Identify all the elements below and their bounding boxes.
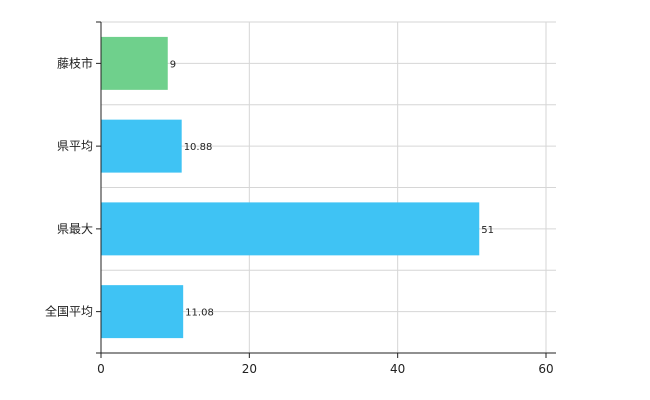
bars: [101, 36, 480, 339]
category-label: 全国平均: [45, 304, 93, 319]
axes: [100, 22, 556, 354]
data-labels: 9 10.88 51 11.08: [170, 59, 494, 318]
x-ticks: 0 20 40 60: [97, 353, 554, 376]
data-label: 11.08: [185, 308, 214, 319]
bar: [101, 36, 168, 90]
bar: [101, 285, 184, 339]
category-label: 藤枝市: [57, 55, 93, 70]
category-label: 県最大: [57, 222, 93, 236]
data-label: 51: [481, 225, 494, 236]
bar: [101, 202, 480, 256]
x-tick-label: 0: [97, 362, 105, 376]
category-label: 県平均: [57, 139, 93, 153]
x-tick-label: 40: [390, 362, 405, 376]
data-label: 9: [170, 59, 176, 70]
x-tick-label: 60: [538, 362, 553, 376]
bar: [101, 119, 182, 173]
data-label: 10.88: [184, 142, 213, 153]
x-tick-label: 20: [242, 362, 257, 376]
